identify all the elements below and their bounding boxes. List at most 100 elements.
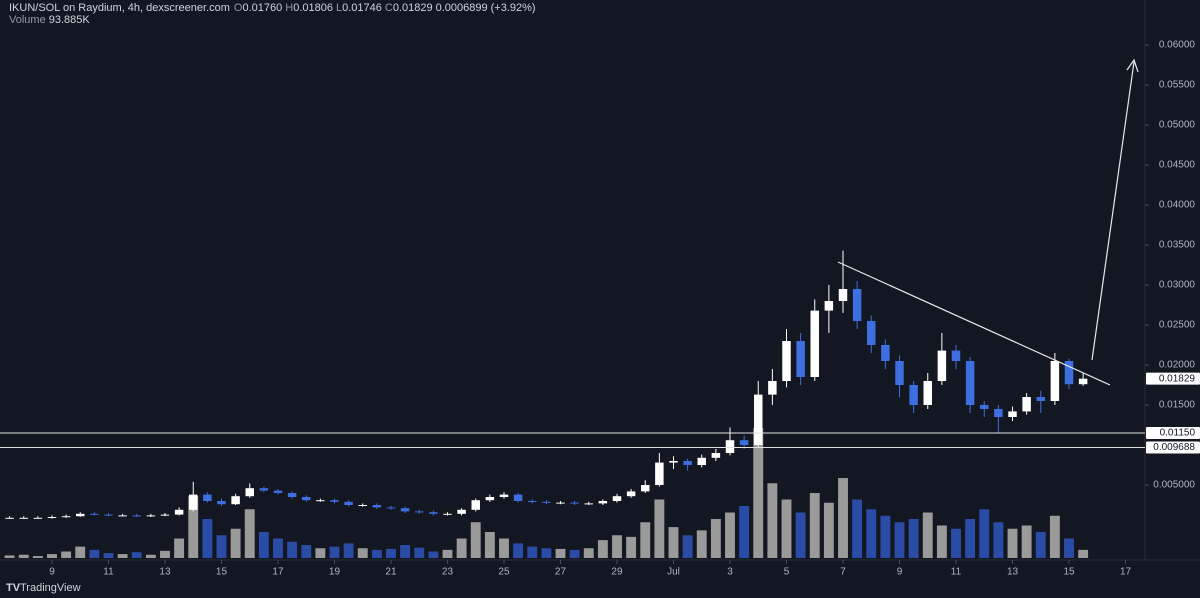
candle-body	[203, 494, 212, 501]
candle-body	[641, 485, 650, 492]
volume-bar	[922, 512, 933, 558]
volume-bar	[710, 519, 721, 558]
level-label: 0.01150	[1160, 428, 1196, 439]
y-tick-label: 0.005000	[1153, 480, 1195, 491]
candle-body	[400, 508, 410, 512]
volume-bar	[145, 554, 156, 558]
volume-bar	[202, 519, 213, 558]
candle-body	[132, 515, 141, 517]
candle-body	[160, 514, 170, 516]
candle-body	[429, 512, 438, 514]
volume-bar	[513, 543, 524, 558]
candle-body	[499, 494, 509, 497]
candle-body	[344, 501, 353, 505]
volume-bar	[1064, 538, 1074, 558]
volume-bar	[484, 532, 495, 558]
volume-value: 93.885K	[49, 14, 91, 26]
volume-bar	[456, 538, 467, 558]
trend-line	[837, 261, 1111, 386]
volume-bar	[371, 549, 382, 558]
candle-body	[90, 513, 99, 515]
volume-bar	[32, 556, 43, 558]
arrow-head	[1126, 58, 1139, 73]
volume-bar	[287, 541, 298, 558]
volume-bar	[541, 548, 552, 558]
candle-body	[443, 513, 452, 515]
volume-bar	[18, 554, 29, 558]
candle-body	[725, 440, 735, 453]
volume-bar	[597, 540, 608, 558]
candle-body	[1078, 378, 1088, 385]
x-tick-label: Jul	[667, 567, 680, 578]
watermark: TradingView	[20, 582, 81, 594]
volume-bar	[866, 509, 877, 558]
logo-mark: TV	[6, 582, 21, 594]
candle-body	[287, 493, 297, 497]
x-tick-label: 27	[555, 567, 567, 578]
y-tick-label: 0.05000	[1159, 120, 1196, 131]
projection-arrow	[1091, 61, 1135, 361]
candle-body	[838, 289, 848, 301]
volume-bar	[823, 502, 834, 558]
volume-bar	[174, 538, 185, 558]
x-tick-label: 15	[216, 567, 228, 578]
volume-bar	[880, 515, 891, 558]
volume-bar	[626, 536, 637, 558]
candle-body	[923, 381, 932, 405]
volume-bar	[951, 528, 961, 558]
volume-bar	[795, 512, 806, 558]
volume-bar	[569, 549, 580, 558]
volume-label: Volume	[9, 14, 46, 26]
candle-body	[598, 501, 608, 504]
candle-body	[612, 496, 622, 501]
volume-bar	[61, 551, 72, 558]
change-value: 0.0006899 (+3.92%)	[436, 2, 536, 14]
volume-bar	[527, 546, 538, 558]
candle-body	[1008, 411, 1017, 417]
candle-body	[372, 505, 382, 508]
candle-body	[810, 310, 819, 377]
volume-bar	[301, 545, 312, 558]
candle-body	[1022, 397, 1031, 412]
chart-header: IKUN/SOL on Raydium, 4h, dexscreener.com…	[9, 2, 536, 14]
volume-header: Volume 93.885K	[9, 14, 90, 26]
volume-bar	[499, 538, 509, 558]
last-price-box	[1146, 372, 1200, 385]
candle-body	[217, 501, 226, 505]
volume-bar	[188, 496, 199, 558]
candle-body	[937, 350, 947, 381]
volume-bar	[117, 554, 128, 558]
candle-body	[1050, 361, 1060, 401]
volume-bar	[414, 547, 425, 558]
ohlc-key: L	[336, 2, 342, 14]
candle-body	[683, 461, 692, 465]
candle-body	[980, 405, 989, 409]
x-tick-label: 3	[727, 567, 733, 578]
volume-bar	[965, 519, 976, 558]
volume-bar	[894, 522, 905, 558]
volume-bar	[1035, 532, 1046, 558]
candle-body	[1064, 361, 1074, 385]
y-tick-label: 0.01500	[1159, 400, 1196, 411]
volume-bar	[131, 552, 142, 558]
candle-body	[711, 453, 721, 458]
volume-bar	[668, 527, 679, 558]
volume-bar	[979, 509, 990, 558]
candle-body	[881, 345, 890, 361]
level-label: 0.009688	[1153, 442, 1195, 453]
candle-body	[259, 488, 269, 491]
volume-bar	[612, 535, 622, 558]
y-tick-label: 0.06000	[1159, 40, 1196, 51]
candle-body	[415, 511, 424, 513]
volume-bar	[47, 554, 57, 558]
x-tick-label: 11	[103, 567, 114, 578]
candle-body	[768, 381, 777, 395]
x-tick-label: 9	[49, 567, 55, 578]
last-price-label: 0.01829	[1159, 373, 1196, 384]
volume-bar	[428, 551, 439, 558]
y-tick-label: 0.02500	[1159, 320, 1196, 331]
candle-body	[796, 341, 805, 377]
volume-bar	[739, 506, 750, 558]
candle-body	[358, 505, 367, 506]
